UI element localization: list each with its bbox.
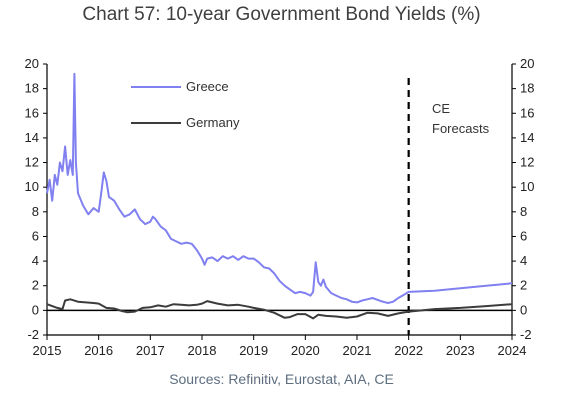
y-tick-label-left: -2	[27, 327, 39, 342]
x-tick-label: 2022	[394, 343, 423, 358]
forecast-annotation-line-1: CE	[432, 101, 450, 116]
y-tick-label-right: 4	[520, 253, 527, 268]
legend-label-greece: Greece	[186, 79, 229, 94]
series-line-germany	[46, 298, 513, 320]
chart-title: Chart 57: 10-year Government Bond Yields…	[82, 4, 481, 25]
y-tick-label-left: 20	[25, 56, 39, 71]
y-tick-label-left: 16	[25, 105, 39, 120]
y-tick-label-right: 18	[520, 81, 534, 96]
y-tick-label-right: 2	[520, 278, 527, 293]
x-tick-label: 2021	[343, 343, 372, 358]
series-line-greece	[46, 72, 513, 304]
x-tick-label: 2015	[33, 343, 62, 358]
x-tick-label: 2020	[291, 343, 320, 358]
y-tick-label-right: 16	[520, 105, 534, 120]
y-tick-label-right: -2	[520, 327, 532, 342]
y-tick-label-left: 0	[32, 302, 39, 317]
x-tick-label: 2019	[239, 343, 268, 358]
y-tick-label-right: 10	[520, 179, 534, 194]
forecast-annotation-line-2: Forecasts	[432, 121, 490, 136]
y-tick-label-right: 14	[520, 130, 534, 145]
y-tick-label-right: 6	[520, 228, 527, 243]
y-tick-label-left: 10	[25, 179, 39, 194]
y-tick-label-right: 0	[520, 302, 527, 317]
x-tick-label: 2024	[498, 343, 527, 358]
legend-label-germany: Germany	[186, 115, 240, 130]
chart-source: Sources: Refinitiv, Eurostat, AIA, CE	[169, 371, 394, 387]
y-tick-label-right: 20	[520, 56, 534, 71]
y-tick-label-left: 4	[32, 253, 39, 268]
x-tick-label: 2016	[84, 343, 113, 358]
x-tick-label: 2018	[188, 343, 217, 358]
x-tick-label: 2023	[446, 343, 475, 358]
y-tick-label-right: 12	[520, 155, 534, 170]
y-tick-label-right: 8	[520, 204, 527, 219]
y-tick-label-left: 6	[32, 228, 39, 243]
y-tick-label-left: 8	[32, 204, 39, 219]
legend: Greece Germany	[131, 79, 240, 130]
x-tick-label: 2017	[136, 343, 165, 358]
y-tick-label-left: 18	[25, 81, 39, 96]
series-layer	[46, 72, 513, 320]
y-tick-label-left: 12	[25, 155, 39, 170]
y-tick-label-left: 2	[32, 278, 39, 293]
y-tick-label-left: 14	[25, 130, 39, 145]
forecast-annotation: CE Forecasts	[432, 101, 490, 136]
